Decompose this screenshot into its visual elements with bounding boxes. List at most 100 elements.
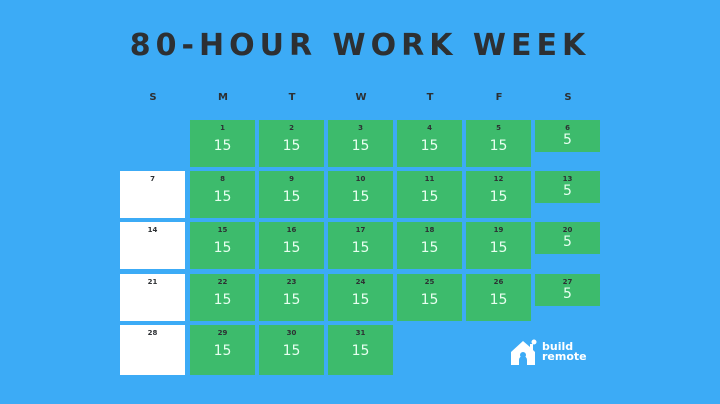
day-number: 11 xyxy=(424,175,435,183)
work-hours: 15 xyxy=(282,138,301,154)
work-hours: 15 xyxy=(282,343,301,359)
day-number: 27 xyxy=(562,278,573,286)
day-number: 1 xyxy=(220,124,225,132)
calendar-day-cell: 2 15 xyxy=(259,120,324,167)
calendar-day-cell: 15 15 xyxy=(190,222,255,269)
calendar-day-cell: 11 15 xyxy=(397,171,462,218)
work-hours: 15 xyxy=(351,292,370,308)
calendar-day-cell: 29 15 xyxy=(190,325,255,375)
day-of-week-header: T xyxy=(426,92,434,103)
day-of-week-header: S xyxy=(149,92,157,103)
work-hours: 5 xyxy=(563,286,572,302)
day-number: 8 xyxy=(220,175,225,183)
calendar-day-cell: 28 xyxy=(120,325,185,375)
calendar-day-cell: 20 5 xyxy=(535,222,600,254)
work-hours: 15 xyxy=(213,343,232,359)
day-number: 29 xyxy=(217,329,228,337)
logo-text-remote: remote xyxy=(542,350,587,363)
calendar-day-cell: 14 xyxy=(120,222,185,269)
work-hours: 15 xyxy=(420,189,439,205)
work-hours: 15 xyxy=(489,189,508,205)
calendar-day-cell: 30 15 xyxy=(259,325,324,375)
work-hours: 15 xyxy=(213,189,232,205)
day-number: 26 xyxy=(493,278,504,286)
work-hours: 15 xyxy=(420,138,439,154)
day-number: 4 xyxy=(427,124,432,132)
calendar-day-cell: 10 15 xyxy=(328,171,393,218)
calendar-day-cell: 25 15 xyxy=(397,274,462,321)
work-hours: 15 xyxy=(351,189,370,205)
work-hours: 15 xyxy=(351,138,370,154)
day-number: 3 xyxy=(358,124,363,132)
calendar-day-cell: 13 5 xyxy=(535,171,600,203)
day-number: 17 xyxy=(355,226,366,234)
work-hours: 15 xyxy=(489,138,508,154)
calendar-day-cell: 4 15 xyxy=(397,120,462,167)
work-hours: 15 xyxy=(213,240,232,256)
work-hours: 15 xyxy=(213,138,232,154)
work-hours: 15 xyxy=(282,240,301,256)
work-hours: 15 xyxy=(351,343,370,359)
calendar-day-cell: 5 15 xyxy=(466,120,531,167)
day-number: 22 xyxy=(217,278,228,286)
day-number: 28 xyxy=(147,329,158,337)
logo-text-build: build xyxy=(542,340,574,353)
page-title: 80-HOUR WORK WEEK xyxy=(129,28,591,63)
day-number: 23 xyxy=(286,278,297,286)
calendar-day-cell: 7 xyxy=(120,171,185,218)
work-hours: 5 xyxy=(563,183,572,199)
day-number: 5 xyxy=(496,124,501,132)
day-number: 25 xyxy=(424,278,435,286)
day-number: 15 xyxy=(217,226,228,234)
work-hours: 15 xyxy=(489,292,508,308)
work-hours: 5 xyxy=(563,234,572,250)
calendar-day-cell: 31 15 xyxy=(328,325,393,375)
work-hours: 15 xyxy=(351,240,370,256)
work-hours: 15 xyxy=(420,240,439,256)
calendar-day-cell: 27 5 xyxy=(535,274,600,306)
calendar-day-cell: 24 15 xyxy=(328,274,393,321)
day-number: 13 xyxy=(562,175,573,183)
buildremote-logo: build remote xyxy=(508,338,587,366)
calendar-day-cell: 26 15 xyxy=(466,274,531,321)
day-number: 16 xyxy=(286,226,297,234)
work-hours: 5 xyxy=(563,132,572,148)
calendar-day-cell: 22 15 xyxy=(190,274,255,321)
day-number: 24 xyxy=(355,278,366,286)
day-number: 30 xyxy=(286,329,297,337)
day-of-week-header: M xyxy=(218,92,228,103)
calendar-day-cell: 19 15 xyxy=(466,222,531,269)
day-number: 18 xyxy=(424,226,435,234)
calendar-day-cell: 1 15 xyxy=(190,120,255,167)
work-hours: 15 xyxy=(420,292,439,308)
work-hours: 15 xyxy=(489,240,508,256)
day-number: 21 xyxy=(147,278,158,286)
calendar-day-cell: 3 15 xyxy=(328,120,393,167)
day-of-week-header: S xyxy=(564,92,572,103)
day-number: 2 xyxy=(289,124,294,132)
day-of-week-header: T xyxy=(288,92,296,103)
calendar-day-cell: 23 15 xyxy=(259,274,324,321)
house-icon xyxy=(511,339,537,365)
day-number: 14 xyxy=(147,226,158,234)
day-number: 10 xyxy=(355,175,366,183)
day-number: 19 xyxy=(493,226,504,234)
calendar-day-cell: 12 15 xyxy=(466,171,531,218)
day-number: 6 xyxy=(565,124,570,132)
day-number: 20 xyxy=(562,226,573,234)
work-hours: 15 xyxy=(282,292,301,308)
day-of-week-header: W xyxy=(355,92,367,103)
calendar-day-cell: 17 15 xyxy=(328,222,393,269)
calendar-day-cell: 16 15 xyxy=(259,222,324,269)
work-hours: 15 xyxy=(213,292,232,308)
calendar-day-cell: 21 xyxy=(120,274,185,321)
day-number: 31 xyxy=(355,329,366,337)
day-of-week-header: F xyxy=(495,92,503,103)
calendar-day-cell: 9 15 xyxy=(259,171,324,218)
calendar-day-cell: 18 15 xyxy=(397,222,462,269)
calendar-day-cell: 8 15 xyxy=(190,171,255,218)
day-number: 12 xyxy=(493,175,504,183)
day-number: 9 xyxy=(289,175,294,183)
day-number: 7 xyxy=(150,175,155,183)
